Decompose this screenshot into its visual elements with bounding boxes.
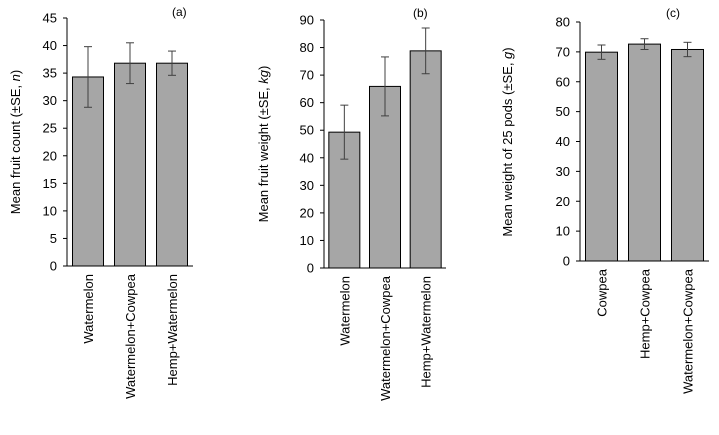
panel-label: (a) bbox=[172, 5, 187, 19]
y-tick-label: 90 bbox=[300, 13, 314, 28]
x-tick-label: Hemp+Watermelon bbox=[165, 274, 180, 386]
bar bbox=[628, 43, 661, 262]
x-tick-label: Hemp+Watermelon bbox=[419, 276, 434, 388]
y-tick-label: 40 bbox=[556, 134, 570, 149]
bar bbox=[671, 48, 704, 262]
y-axis-label: Mean fruit count (±SE, n) bbox=[8, 70, 23, 214]
y-tick-label: 30 bbox=[556, 164, 570, 179]
y-tick-label: 30 bbox=[43, 93, 57, 108]
y-tick-label: 30 bbox=[300, 178, 314, 193]
panel-c: 0 10 20 30 40 50 60 70 80 Cowpea Hemp+Cowpea Waterm… bbox=[500, 6, 709, 394]
y-axis-label: Mean fruit weight (±SE, kg) bbox=[256, 66, 271, 223]
y-tick-label: 10 bbox=[43, 203, 57, 218]
y-tick-label: 10 bbox=[300, 233, 314, 248]
x-tick-label: Watermelon bbox=[81, 274, 96, 344]
bar bbox=[328, 131, 361, 269]
y-tick-label: 40 bbox=[300, 150, 314, 165]
y-tick-label: 50 bbox=[556, 104, 570, 119]
bar bbox=[114, 62, 146, 267]
x-tick-label: Watermelon+Cowpea bbox=[378, 275, 393, 401]
bar bbox=[585, 51, 618, 262]
y-tick-label: 5 bbox=[50, 231, 57, 246]
y-tick-label: 0 bbox=[50, 259, 57, 274]
panel-label: (c) bbox=[666, 6, 680, 20]
x-tick-label: Cowpea bbox=[595, 268, 610, 316]
y-tick-label: 35 bbox=[43, 66, 57, 81]
y-tick-label: 80 bbox=[556, 15, 570, 30]
x-tick-label: Watermelon bbox=[337, 276, 352, 346]
y-tick-label: 20 bbox=[43, 148, 57, 163]
y-axis-label: Mean weight of 25 pods (±SE, g) bbox=[500, 47, 515, 236]
y-tick-label: 70 bbox=[300, 68, 314, 83]
panel-a: 0 5 10 15 20 25 30 35 40 45 Watermelon Watermelon+C… bbox=[8, 5, 193, 399]
y-tick-label: 20 bbox=[556, 194, 570, 209]
y-tick-label: 10 bbox=[556, 224, 570, 239]
y-tick-label: 15 bbox=[43, 176, 57, 191]
x-tick-label: Watermelon+Cowpea bbox=[123, 273, 138, 399]
y-tick-label: 20 bbox=[300, 205, 314, 220]
y-tick-label: 80 bbox=[300, 40, 314, 55]
bar bbox=[369, 85, 401, 269]
y-tick-label: 40 bbox=[43, 38, 57, 53]
y-tick-label: 60 bbox=[300, 95, 314, 110]
x-tick-label: Hemp+Cowpea bbox=[638, 268, 653, 359]
panel-b: 0 10 20 30 40 50 60 70 80 90 Watermelon Watermelon+… bbox=[256, 6, 446, 401]
bar bbox=[72, 76, 104, 267]
y-tick-label: 0 bbox=[563, 254, 570, 269]
y-tick-label: 0 bbox=[307, 261, 314, 276]
y-tick-label: 25 bbox=[43, 121, 57, 136]
y-tick-label: 50 bbox=[300, 123, 314, 138]
y-tick-label: 60 bbox=[556, 74, 570, 89]
bar bbox=[156, 62, 188, 267]
y-tick-label: 70 bbox=[556, 44, 570, 59]
y-tick-label: 45 bbox=[43, 11, 57, 26]
x-tick-label: Watermelon+Cowpea bbox=[681, 268, 696, 394]
panel-label: (b) bbox=[413, 6, 428, 20]
bar bbox=[409, 50, 442, 269]
